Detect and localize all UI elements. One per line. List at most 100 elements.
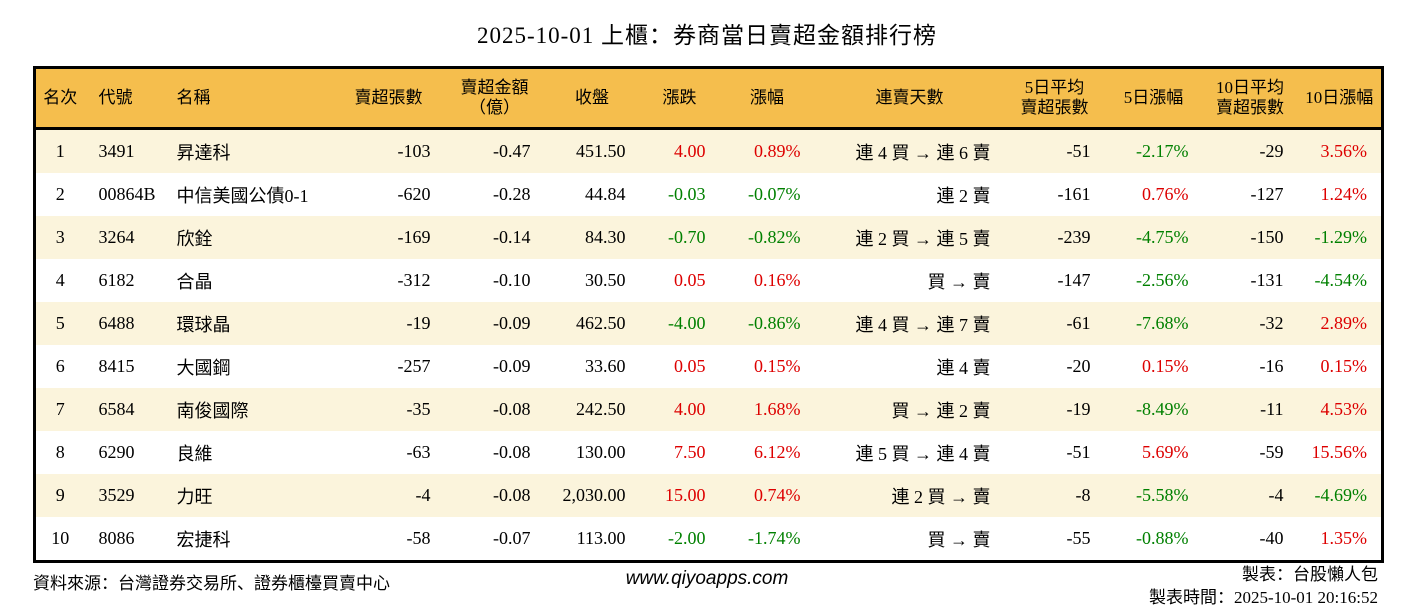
avg10-cell: -16 <box>1202 345 1298 388</box>
code-cell: 8086 <box>84 517 163 562</box>
change-cell: 7.50 <box>639 431 720 474</box>
pct5-cell: -7.68% <box>1104 302 1203 345</box>
column-header-change-pct: 漲幅 <box>719 67 815 130</box>
avg10-cell: -127 <box>1202 173 1298 216</box>
avg10-cell: -4 <box>1202 474 1298 517</box>
code-cell: 00864B <box>84 173 163 216</box>
streak-cell: 買 → 連 2 賣 <box>814 388 1005 431</box>
change-pct-cell: 6.12% <box>719 431 815 474</box>
avg10-cell: -59 <box>1202 431 1298 474</box>
name-cell: 大國鋼 <box>162 345 333 388</box>
sell-amount-cell: -0.08 <box>444 431 545 474</box>
change-pct-cell: -1.74% <box>719 517 815 562</box>
avg5-cell: -147 <box>1004 259 1105 302</box>
rankings-table-container: 名次 代號 名稱 賣超張數 賣超金額 （億） 收盤 漲跌 漲幅 連賣天數 5日平… <box>33 66 1384 563</box>
close-cell: 130.00 <box>544 431 640 474</box>
header-row: 名次 代號 名稱 賣超張數 賣超金額 （億） 收盤 漲跌 漲幅 連賣天數 5日平… <box>34 67 1383 130</box>
avg5-cell: -161 <box>1004 173 1105 216</box>
author-note: 製表：台股懶人包 <box>1242 565 1378 584</box>
change-pct-cell: 0.16% <box>719 259 815 302</box>
code-cell: 6488 <box>84 302 163 345</box>
close-cell: 33.60 <box>544 345 640 388</box>
column-header-change: 漲跌 <box>639 67 720 130</box>
change-pct-cell: -0.82% <box>719 216 815 259</box>
sell-volume-cell: -19 <box>332 302 445 345</box>
table-row: 9 3529 力旺 -4 -0.08 2,030.00 15.00 0.74% … <box>34 474 1383 517</box>
column-header-rank: 名次 <box>34 67 85 130</box>
rank-cell: 8 <box>34 431 85 474</box>
change-cell: 4.00 <box>639 388 720 431</box>
pct10-cell: 3.56% <box>1297 128 1383 173</box>
rank-cell: 6 <box>34 345 85 388</box>
change-cell: 15.00 <box>639 474 720 517</box>
name-cell: 南俊國際 <box>162 388 333 431</box>
change-cell: -0.70 <box>639 216 720 259</box>
change-pct-cell: 1.68% <box>719 388 815 431</box>
site-url[interactable]: www.qiyoapps.com <box>625 568 789 589</box>
sell-amount-cell: -0.10 <box>444 259 545 302</box>
pct10-cell: 2.89% <box>1297 302 1383 345</box>
sell-volume-cell: -620 <box>332 173 445 216</box>
pct5-cell: 5.69% <box>1104 431 1203 474</box>
column-header-avg10: 10日平均 賣超張數 <box>1202 67 1298 130</box>
pct5-cell: 0.76% <box>1104 173 1203 216</box>
sell-amount-cell: -0.07 <box>444 517 545 562</box>
change-cell: 0.05 <box>639 259 720 302</box>
pct10-cell: -1.29% <box>1297 216 1383 259</box>
avg10-cell: -131 <box>1202 259 1298 302</box>
table-row: 5 6488 環球晶 -19 -0.09 462.50 -4.00 -0.86%… <box>34 302 1383 345</box>
column-header-name: 名稱 <box>162 67 333 130</box>
column-header-close: 收盤 <box>544 67 640 130</box>
avg5-cell: -61 <box>1004 302 1105 345</box>
sell-volume-cell: -169 <box>332 216 445 259</box>
rank-cell: 2 <box>34 173 85 216</box>
sell-volume-cell: -35 <box>332 388 445 431</box>
table-row: 7 6584 南俊國際 -35 -0.08 242.50 4.00 1.68% … <box>34 388 1383 431</box>
table-row: 2 00864B 中信美國公債0-1 -620 -0.28 44.84 -0.0… <box>34 173 1383 216</box>
pct10-cell: 0.15% <box>1297 345 1383 388</box>
change-pct-cell: -0.86% <box>719 302 815 345</box>
close-cell: 84.30 <box>544 216 640 259</box>
avg10-cell: -29 <box>1202 128 1298 173</box>
column-header-avg5: 5日平均 賣超張數 <box>1004 67 1105 130</box>
table-row: 4 6182 合晶 -312 -0.10 30.50 0.05 0.16% 買 … <box>34 259 1383 302</box>
sell-volume-cell: -103 <box>332 128 445 173</box>
code-cell: 3491 <box>84 128 163 173</box>
sell-amount-cell: -0.08 <box>444 388 545 431</box>
streak-cell: 連 5 買 → 連 4 賣 <box>814 431 1005 474</box>
name-cell: 良維 <box>162 431 333 474</box>
pct10-cell: -4.69% <box>1297 474 1383 517</box>
column-header-sell-amount: 賣超金額 （億） <box>444 67 545 130</box>
pct5-cell: -0.88% <box>1104 517 1203 562</box>
sell-amount-cell: -0.28 <box>444 173 545 216</box>
pct10-cell: 4.53% <box>1297 388 1383 431</box>
pct10-cell: 1.35% <box>1297 517 1383 562</box>
close-cell: 451.50 <box>544 128 640 173</box>
change-pct-cell: 0.15% <box>719 345 815 388</box>
rank-cell: 10 <box>34 517 85 562</box>
streak-cell: 連 2 買 → 連 5 賣 <box>814 216 1005 259</box>
rank-cell: 9 <box>34 474 85 517</box>
column-header-pct5: 5日漲幅 <box>1104 67 1203 130</box>
close-cell: 2,030.00 <box>544 474 640 517</box>
close-cell: 462.50 <box>544 302 640 345</box>
code-cell: 8415 <box>84 345 163 388</box>
avg5-cell: -51 <box>1004 128 1105 173</box>
streak-cell: 連 4 賣 <box>814 345 1005 388</box>
change-cell: 0.05 <box>639 345 720 388</box>
page-title: 2025-10-01 上櫃：券商當日賣超金額排行榜 <box>476 23 938 48</box>
pct10-cell: 1.24% <box>1297 173 1383 216</box>
sell-amount-cell: -0.47 <box>444 128 545 173</box>
pct5-cell: -5.58% <box>1104 474 1203 517</box>
pct10-cell: -4.54% <box>1297 259 1383 302</box>
streak-cell: 連 2 買 → 賣 <box>814 474 1005 517</box>
name-cell: 欣銓 <box>162 216 333 259</box>
sell-amount-cell: -0.09 <box>444 302 545 345</box>
name-cell: 力旺 <box>162 474 333 517</box>
change-pct-cell: -0.07% <box>719 173 815 216</box>
streak-cell: 連 2 賣 <box>814 173 1005 216</box>
close-cell: 113.00 <box>544 517 640 562</box>
rankings-table: 名次 代號 名稱 賣超張數 賣超金額 （億） 收盤 漲跌 漲幅 連賣天數 5日平… <box>33 66 1384 563</box>
avg5-cell: -20 <box>1004 345 1105 388</box>
pct5-cell: -8.49% <box>1104 388 1203 431</box>
